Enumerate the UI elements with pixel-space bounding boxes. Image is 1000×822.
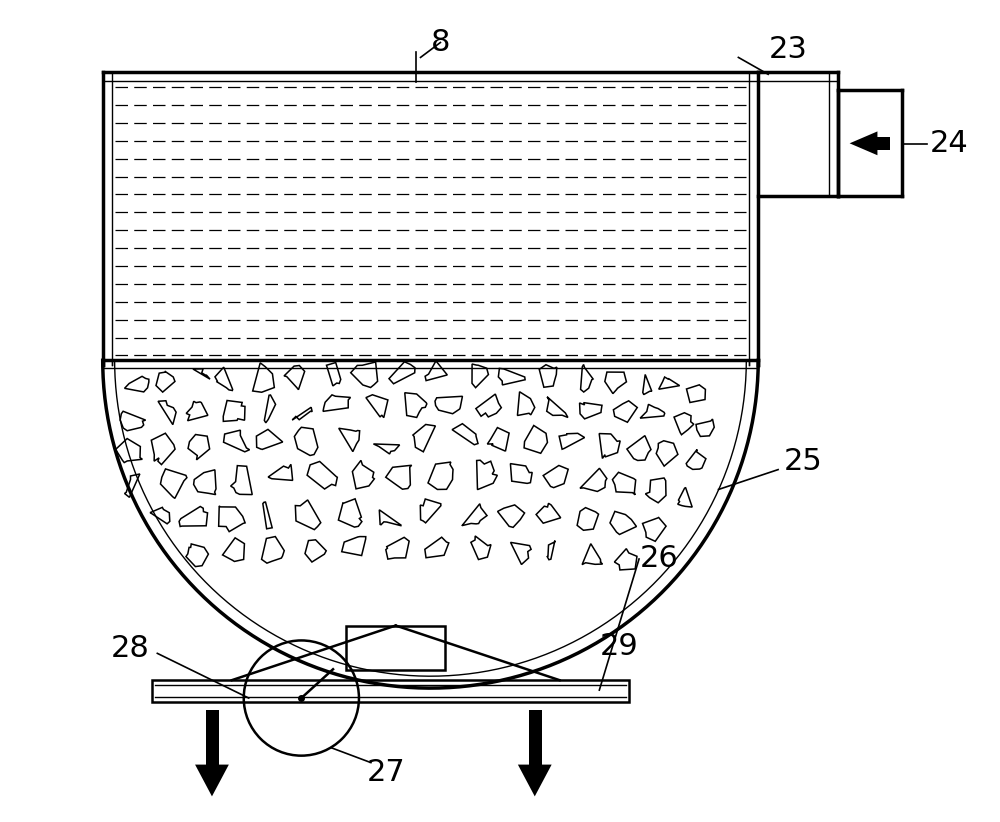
Text: 27: 27 [366,758,405,787]
Text: 25: 25 [784,447,822,476]
Text: 29: 29 [600,632,639,661]
Bar [529,710,542,764]
Bar [152,680,629,702]
Polygon shape [195,764,229,797]
Text: 8: 8 [431,28,450,57]
Text: 28: 28 [111,634,150,663]
Polygon shape [850,132,877,155]
Text: 23: 23 [769,35,807,64]
Bar [206,710,219,764]
Polygon shape [518,764,552,797]
Bar [877,136,890,150]
Text: 24: 24 [930,129,968,159]
Text: 26: 26 [640,544,678,574]
Bar [346,626,445,670]
